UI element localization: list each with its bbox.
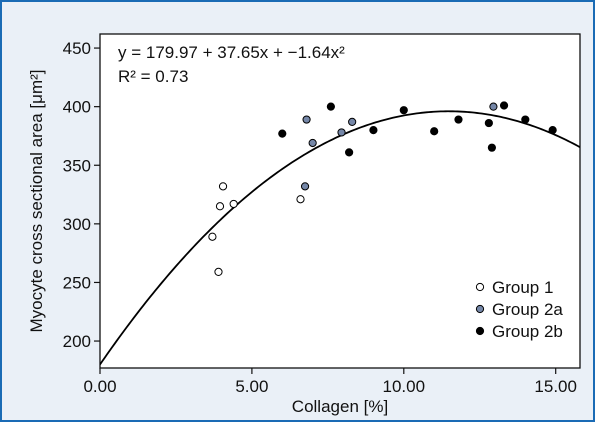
point-group-1 <box>296 195 305 204</box>
legend-label-group-2a: Group 2a <box>492 300 563 319</box>
point-group-1 <box>208 232 217 241</box>
x-tick-label: 5.00 <box>235 377 268 396</box>
x-tick-label: 15.00 <box>534 377 577 396</box>
point-group-1 <box>215 202 225 211</box>
y-tick-label: 350 <box>63 156 91 175</box>
legend-label-group-2b: Group 2b <box>492 322 563 341</box>
point-group-2b <box>326 102 335 111</box>
point-group-2b <box>278 129 287 138</box>
data-points <box>208 101 557 277</box>
legend-label-group-1: Group 1 <box>492 278 553 297</box>
legend-marker-group-1 <box>475 282 485 292</box>
x-tick-label: 10.00 <box>383 377 426 396</box>
equation-label: y = 179.97 + 37.65x + −1.64x² <box>118 43 345 62</box>
point-group-2a <box>302 115 311 124</box>
y-tick-label: 200 <box>63 332 91 351</box>
fit-annotation: y = 179.97 + 37.65x + −1.64x² R² = 0.73 <box>118 43 345 86</box>
plot-area <box>99 33 581 369</box>
r-squared-label: R² = 0.73 <box>118 67 188 86</box>
y-axis-label: Myocyte cross sectional area [μm²] <box>27 70 46 333</box>
y-tick-label: 450 <box>63 39 91 58</box>
point-group-2a <box>489 102 498 111</box>
point-group-1 <box>214 267 223 277</box>
legend-marker-group-2b <box>475 326 485 336</box>
point-group-2b <box>487 143 496 152</box>
y-tick-label: 300 <box>63 215 91 234</box>
point-group-2b <box>521 115 530 124</box>
axes: 0.00 5.00 10.00 15.00 200 250 300 350 400 450 <box>63 33 581 396</box>
point-group-2b <box>454 115 463 124</box>
x-tick-label: 0.00 <box>83 377 116 396</box>
point-group-2b <box>399 106 408 115</box>
point-group-2b <box>369 125 378 135</box>
point-group-2b <box>430 127 439 136</box>
point-group-2a <box>337 128 346 137</box>
point-group-2a <box>348 117 357 126</box>
y-tick-label: 250 <box>63 273 91 292</box>
point-group-2b <box>548 125 557 135</box>
y-tick-label: 400 <box>63 98 91 117</box>
legend-marker-group-2a <box>475 304 485 314</box>
point-group-1 <box>229 199 238 209</box>
point-group-2b <box>345 148 354 157</box>
point-group-2a <box>300 182 310 191</box>
point-group-2b <box>499 101 509 110</box>
point-group-2b <box>484 118 493 128</box>
x-axis-label: Collagen [%] <box>292 397 388 416</box>
point-group-2a <box>308 138 317 148</box>
legend: Group 1 Group 2a Group 2b <box>475 278 563 341</box>
axis-labels: Collagen [%] Myocyte cross sectional are… <box>27 70 388 417</box>
point-group-1 <box>218 182 228 191</box>
